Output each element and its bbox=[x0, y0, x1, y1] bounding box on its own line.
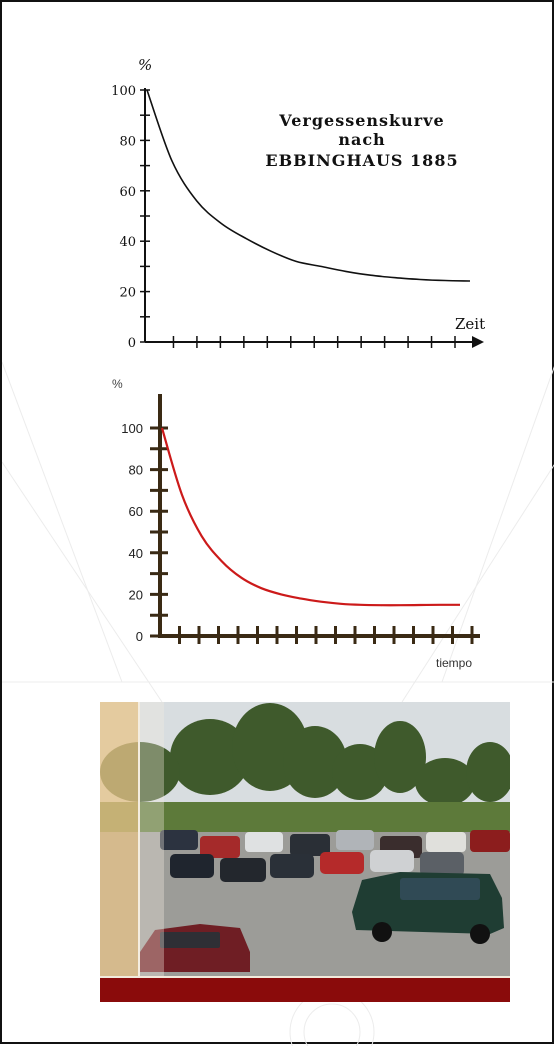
chart2-y-tick-label: 40 bbox=[129, 546, 143, 561]
chart1-title-line2: nach bbox=[338, 130, 385, 149]
chart1-y-tick-label: 20 bbox=[119, 286, 136, 301]
chart1-x-axis-label: Zeit bbox=[455, 315, 485, 333]
chart1-forgetting-curve bbox=[146, 89, 471, 282]
chart1-y-unit-label: % bbox=[138, 56, 152, 74]
chart1-title-line3: EBBINGHAUS 1885 bbox=[265, 151, 458, 170]
photo-bar-highlight bbox=[100, 976, 510, 978]
chart1-y-tick-label: 60 bbox=[119, 185, 136, 200]
chart1-x-arrow bbox=[472, 336, 484, 348]
ebbinghaus-chart: % 0 20 40 60 80 100 Zeit Vergessenskurve nach… bbox=[111, 56, 485, 351]
forgetting-curve-chart: % 0 20 40 60 80 100 tiempo bbox=[112, 377, 480, 670]
chart2-y-tick-label: 20 bbox=[129, 587, 143, 602]
chart1-y-tick-label: 40 bbox=[119, 235, 136, 250]
photo-bottom-bar bbox=[100, 978, 510, 1002]
chart2-y-tick-label: 60 bbox=[129, 504, 143, 519]
chart1-y-tick-label: 0 bbox=[128, 336, 136, 351]
chart2-y-tick-label: 80 bbox=[129, 463, 143, 478]
chart2-forgetting-curve bbox=[160, 427, 460, 607]
chart2-x-axis-label: tiempo bbox=[436, 656, 472, 670]
chart1-y-tick-label: 100 bbox=[111, 84, 136, 99]
chart1-y-tick-label: 80 bbox=[119, 134, 136, 149]
chart2-y-tick-label: 0 bbox=[136, 629, 143, 644]
chart1-title-line1: Vergessenskurve bbox=[278, 111, 444, 130]
chart2-y-unit-label: % bbox=[112, 377, 123, 391]
chart2-y-tick-label: 100 bbox=[121, 421, 143, 436]
parking-lot-photo bbox=[100, 702, 510, 1002]
